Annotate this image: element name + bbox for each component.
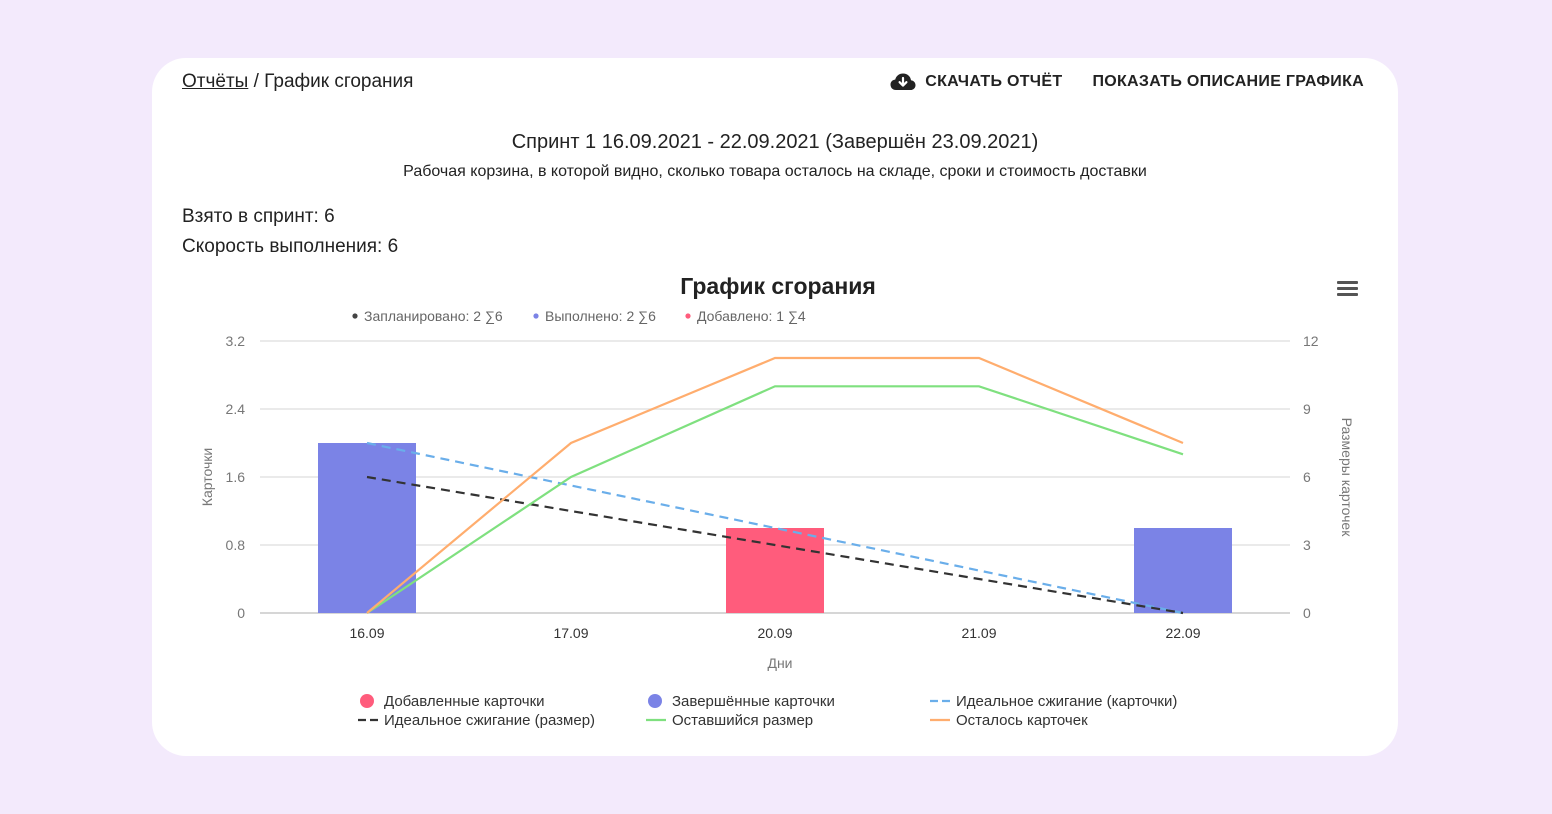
summary-item: Выполнено: 2 ∑6 xyxy=(545,308,656,324)
summary-marker xyxy=(352,313,358,319)
chart-legend: Добавленные карточки Идеальное сжигание (… xyxy=(358,693,1177,729)
x-tick-label: 17.09 xyxy=(553,625,588,641)
series-line xyxy=(366,441,1184,615)
chart-axes: 0 0.8 1.6 2.4 3.2 0 3 6 9 12 16.09 17.09 20.09 21.09 2… xyxy=(199,333,1355,671)
show-chart-description-label: ПОКАЗАТЬ ОПИСАНИЕ ГРАФИКА xyxy=(1092,73,1364,90)
legend-item[interactable]: Оставшийся размер xyxy=(672,712,813,729)
download-report-button[interactable]: СКАЧАТЬ ОТЧЁТ xyxy=(890,72,1062,92)
breadcrumb: Отчёты / График сгорания xyxy=(182,71,413,93)
y-right-tick-label: 6 xyxy=(1303,469,1311,485)
report-card: Отчёты / График сгорания СКАЧАТЬ ОТЧЁТ П… xyxy=(152,58,1398,756)
legend-item[interactable]: Идеальное сжигание (карточки) xyxy=(956,693,1177,710)
chart-menu-icon[interactable] xyxy=(1337,281,1358,296)
summary-item: Добавлено: 1 ∑4 xyxy=(697,308,806,324)
actions-bar: СКАЧАТЬ ОТЧЁТ ПОКАЗАТЬ ОПИСАНИЕ ГРАФИКА xyxy=(890,72,1364,92)
download-report-label: СКАЧАТЬ ОТЧЁТ xyxy=(925,73,1063,90)
y-left-tick-label: 3.2 xyxy=(226,333,246,349)
legend-item[interactable]: Добавленные карточки xyxy=(384,693,545,710)
legend-item[interactable]: Идеальное сжигание (размер) xyxy=(384,712,595,729)
summary-item: Запланировано: 2 ∑6 xyxy=(364,308,503,324)
breadcrumb-current: График сгорания xyxy=(264,71,414,92)
bar xyxy=(1134,528,1232,613)
y-left-axis-label: Карточки xyxy=(199,448,215,506)
series-line xyxy=(366,385,1184,614)
chart-bars xyxy=(318,443,1232,613)
summary-marker xyxy=(533,313,539,319)
burndown-chart: График сгорания Запланировано: 2 ∑6 Выпол… xyxy=(199,273,1358,729)
bar xyxy=(318,443,416,613)
chart-summary: Запланировано: 2 ∑6 Выполнено: 2 ∑6 Добавл… xyxy=(352,308,806,324)
chart-lines xyxy=(366,356,1184,615)
velocity: Скорость выполнения: 6 xyxy=(182,236,399,257)
y-right-tick-label: 12 xyxy=(1303,333,1319,349)
taken-in-sprint: Взято в спринт: 6 xyxy=(182,206,335,227)
y-right-tick-label: 0 xyxy=(1303,605,1311,621)
chart-title: График сгорания xyxy=(680,273,876,299)
y-right-tick-label: 9 xyxy=(1303,401,1311,417)
y-left-tick-label: 2.4 xyxy=(226,401,246,417)
x-tick-label: 22.09 xyxy=(1165,625,1200,641)
sprint-title: Спринт 1 16.09.2021 - 22.09.2021 (Заверш… xyxy=(511,131,1039,153)
y-left-tick-label: 0.8 xyxy=(226,537,246,553)
legend-marker xyxy=(648,694,662,708)
x-tick-label: 16.09 xyxy=(349,625,384,641)
x-axis-label: Дни xyxy=(767,655,792,671)
legend-item[interactable]: Завершённые карточки xyxy=(672,693,835,710)
x-tick-label: 21.09 xyxy=(961,625,996,641)
series-line xyxy=(366,356,1184,614)
y-left-tick-label: 0 xyxy=(237,605,245,621)
summary-marker xyxy=(685,313,691,319)
cloud-download-icon xyxy=(890,73,916,90)
sprint-description: Рабочая корзина, в которой видно, скольк… xyxy=(403,163,1147,180)
y-left-tick-label: 1.6 xyxy=(226,469,246,485)
y-right-tick-label: 3 xyxy=(1303,537,1311,553)
show-chart-description-button[interactable]: ПОКАЗАТЬ ОПИСАНИЕ ГРАФИКА xyxy=(1092,73,1364,91)
legend-marker xyxy=(360,694,374,708)
breadcrumb-reports-link[interactable]: Отчёты xyxy=(182,71,249,92)
y-right-axis-label: Размеры карточек xyxy=(1339,418,1355,538)
x-tick-label: 20.09 xyxy=(757,625,792,641)
bar xyxy=(726,528,824,613)
breadcrumb-separator: / xyxy=(248,71,265,92)
legend-item[interactable]: Осталось карточек xyxy=(956,712,1088,729)
